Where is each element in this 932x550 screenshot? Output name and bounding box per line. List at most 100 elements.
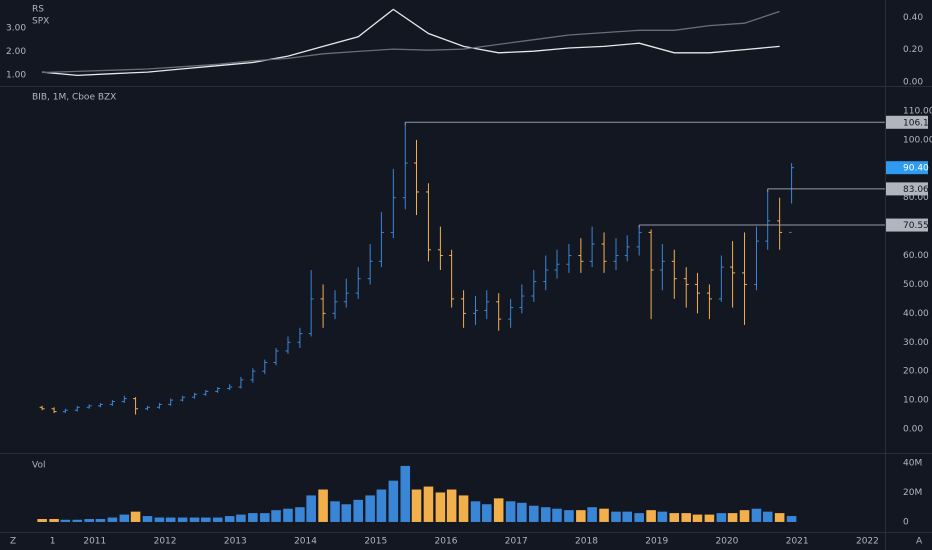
volume-bar: [739, 510, 750, 522]
y-tick-label: 40M: [903, 458, 922, 468]
y-tick-label: 0.00: [903, 424, 923, 434]
volume-bar: [411, 489, 422, 522]
volume-bar: [669, 513, 680, 522]
volume-bar: [295, 507, 305, 522]
level-box: [886, 218, 928, 232]
last-price-label: 90.40: [903, 164, 929, 174]
volume-bar: [165, 517, 176, 522]
volume-bar: [762, 511, 773, 522]
volume-bar: [376, 489, 387, 522]
y2-tick-label: 0.20: [903, 45, 923, 55]
level-box: [886, 115, 928, 129]
ui-button[interactable]: Z: [10, 537, 16, 547]
x-tick-label: 2016: [435, 537, 458, 547]
volume-bar: [576, 510, 586, 522]
volume-bar: [119, 514, 130, 522]
line-series: [42, 8, 780, 77]
level-label: 70.55: [903, 221, 929, 231]
volume-bar: [189, 517, 200, 522]
x-tick-label: 2017: [505, 537, 528, 547]
volume-bar: [634, 513, 644, 522]
x-tick-label: 2022: [856, 537, 879, 547]
volume-bar: [341, 504, 352, 522]
volume-bar: [657, 511, 668, 522]
y2-tick-label: 0.00: [903, 77, 923, 87]
volume-bar: [37, 519, 47, 522]
level-label: 83.06: [903, 185, 929, 195]
volume-bar: [599, 508, 609, 522]
x-tick-label: 2013: [224, 537, 247, 547]
volume-bar: [786, 516, 797, 522]
x-tick-label: 2014: [294, 537, 317, 547]
volume-bar: [260, 513, 270, 522]
x-tick-label: 2011: [83, 537, 106, 547]
volume-bar: [154, 517, 165, 522]
volume-bar: [353, 499, 363, 522]
volume-bar: [727, 513, 738, 522]
last-price-box: [886, 161, 928, 175]
volume-bar: [60, 519, 71, 522]
level-box: [886, 182, 928, 196]
y-tick-label: 1.00: [6, 70, 26, 80]
x-tick-label: 2015: [364, 537, 387, 547]
volume-bar: [271, 510, 281, 522]
volume-bar: [236, 514, 246, 522]
volume-bar: [107, 517, 118, 522]
x-tick-label: 2012: [154, 537, 177, 547]
y-tick-label: 100.00: [903, 135, 932, 145]
volume-bar: [212, 517, 223, 522]
volume-bar: [517, 502, 527, 522]
volume-bar: [400, 465, 411, 522]
ui-button[interactable]: A: [916, 537, 923, 547]
volume-bar: [248, 513, 258, 522]
x-tick-label: 2019: [645, 537, 668, 547]
y-tick-label: 60.00: [903, 251, 929, 261]
volume-bar: [692, 514, 703, 522]
volume-bar: [552, 508, 562, 522]
volume-bar: [470, 501, 481, 522]
volume-bar: [540, 507, 551, 522]
y-tick-label: 3.00: [6, 23, 26, 33]
volume-bar: [49, 519, 59, 522]
y-tick-label: 40.00: [903, 309, 929, 319]
volume-bar: [446, 489, 457, 522]
volume-bar: [751, 508, 762, 522]
y-tick-label: 20M: [903, 488, 922, 498]
x-tick-label: 2020: [716, 537, 739, 547]
volume-bar: [318, 489, 328, 522]
volume-bar: [529, 505, 539, 522]
volume-bar: [435, 492, 446, 522]
volume-bar: [142, 516, 153, 522]
volume-bar: [716, 513, 727, 522]
volume-bar: [330, 501, 340, 522]
y-tick-label: 0: [903, 517, 909, 527]
volume-bar: [130, 511, 141, 522]
volume-bar: [646, 510, 656, 522]
y-tick-label: 10.00: [903, 396, 929, 406]
volume-bar: [774, 513, 785, 522]
panel-title: BIB, 1M, Cboe BZX: [32, 93, 116, 103]
x-tick-label: 2021: [786, 537, 809, 547]
y2-tick-label: 0.40: [903, 13, 923, 23]
y-tick-label: 50.00: [903, 280, 929, 290]
volume-bar: [611, 511, 621, 522]
volume-bar: [365, 495, 375, 522]
level-label: 106.10: [903, 118, 932, 128]
volume-bar: [283, 508, 293, 522]
y-tick-label: 20.00: [903, 367, 929, 377]
volume-bar: [72, 519, 83, 522]
volume-bar: [177, 517, 188, 522]
volume-bar: [84, 519, 94, 522]
y-tick-label: 30.00: [903, 338, 929, 348]
volume-bar: [505, 501, 516, 522]
volume-bar: [564, 510, 574, 522]
y-tick-label: 80.00: [903, 193, 929, 203]
x-tick-label: 1: [50, 537, 56, 547]
y-tick-label: 2.00: [6, 47, 26, 57]
volume-bar: [681, 513, 692, 522]
legend-label: SPX: [32, 17, 49, 27]
legend-label: RS: [32, 5, 44, 15]
volume-bar: [493, 498, 504, 522]
